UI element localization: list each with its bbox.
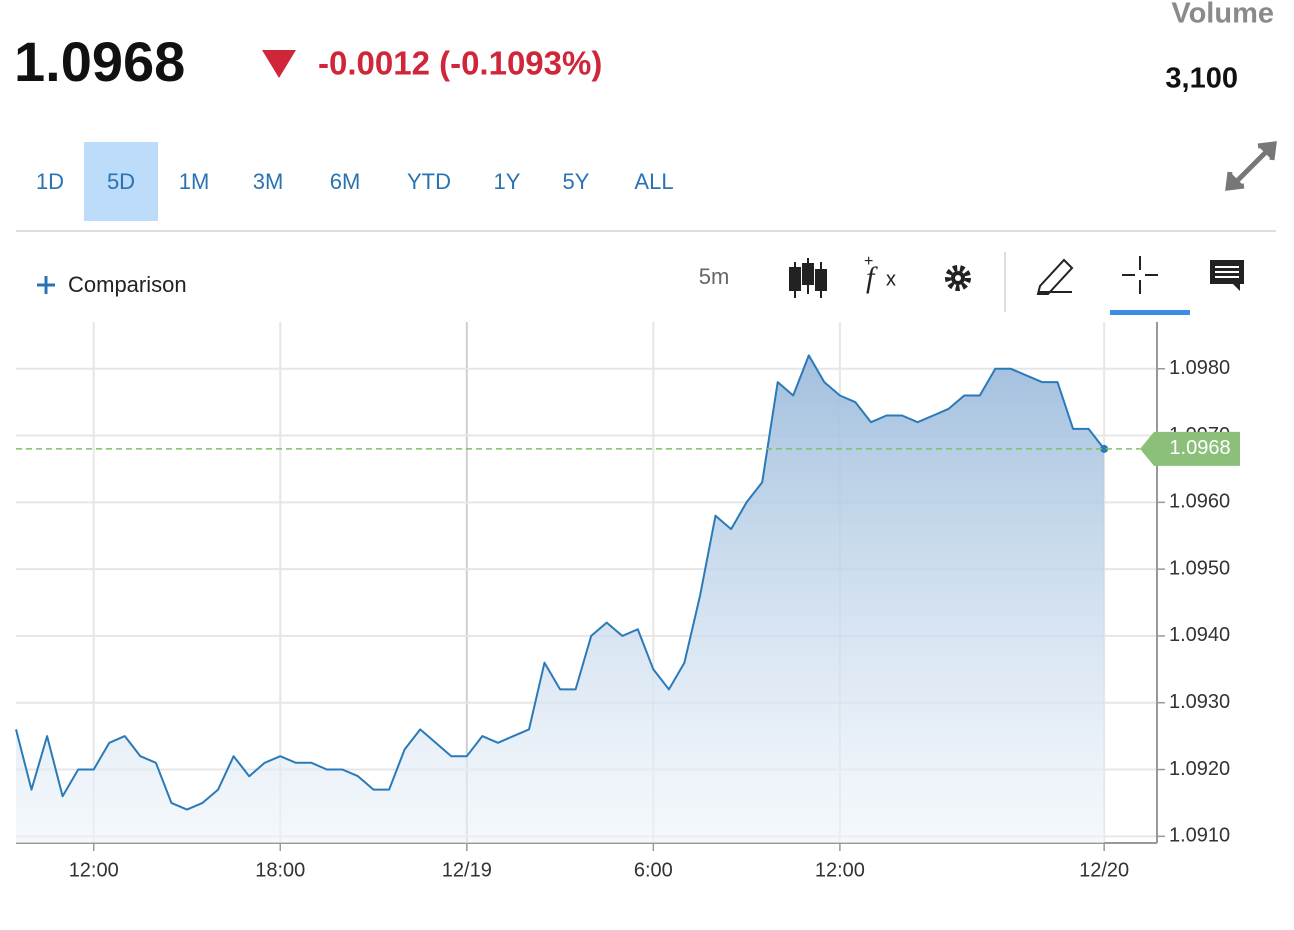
x-tick-label: 12/19 — [442, 859, 492, 881]
chart: 12:00 18:00 12/19 6:00 12:00 12/20 1.0910 1.092… — [15, 322, 1240, 881]
range-tab[interactable]: 1D — [36, 169, 64, 194]
crosshair-icon[interactable] — [1122, 256, 1158, 294]
range-tab[interactable]: 1Y — [494, 169, 521, 194]
last-point — [1100, 444, 1109, 453]
svg-text:f: f — [866, 261, 878, 294]
price-line — [15, 354, 1105, 811]
volume-label: Volume — [1171, 0, 1274, 30]
range-tabs: 1D 5D 1M 3M 6M YTD 1Y 5Y ALL — [36, 142, 674, 221]
y-tick-label: 1.0940 — [1169, 624, 1230, 646]
x-tick-label: 12:00 — [815, 859, 865, 881]
down-arrow — [262, 50, 296, 78]
y-tick-label: 1.0980 — [1169, 357, 1230, 379]
y-tick-label: 1.0960 — [1169, 491, 1230, 513]
last-value-badge — [1140, 431, 1240, 466]
y-tick-label: 1.0950 — [1169, 557, 1230, 579]
candle-icon[interactable] — [789, 258, 827, 298]
indicator-icon[interactable]: + f x — [864, 253, 896, 294]
range-tab[interactable]: YTD — [407, 169, 451, 194]
range-tab[interactable]: 3M — [253, 169, 284, 194]
x-tick-label: 12/20 — [1079, 859, 1129, 881]
svg-text:x: x — [886, 268, 896, 290]
x-tick-label: 18:00 — [255, 859, 305, 881]
range-tab[interactable]: 6M — [330, 169, 361, 194]
price-change: -0.0012 (-0.1093%) — [318, 45, 602, 82]
expand-icon[interactable] — [1225, 141, 1277, 191]
y-tick-label: 1.0930 — [1169, 691, 1230, 713]
comparison-label: Comparison — [68, 272, 187, 297]
last-value-label: 1.0968 — [1169, 437, 1230, 459]
y-tick-label: 1.0920 — [1169, 758, 1230, 780]
x-tick-label: 12:00 — [69, 859, 119, 881]
volume-value: 3,100 — [1165, 63, 1238, 95]
active-tab — [84, 142, 158, 221]
active-tool-underline — [1110, 310, 1190, 315]
range-tab[interactable]: 1M — [179, 169, 210, 194]
range-tab[interactable]: 5D — [107, 169, 135, 194]
range-tab[interactable]: ALL — [634, 169, 673, 194]
area — [16, 355, 1105, 843]
comment-icon[interactable] — [1210, 260, 1244, 291]
y-tick-label: 1.0910 — [1169, 825, 1230, 847]
svg-text:+: + — [864, 253, 873, 270]
draw-icon[interactable] — [1036, 258, 1074, 295]
comparison-button[interactable]: Comparison — [37, 272, 187, 297]
price: 1.0968 — [14, 30, 185, 93]
interval-button[interactable]: 5m — [699, 264, 730, 289]
range-tab[interactable]: 5Y — [563, 169, 590, 194]
settings-icon[interactable] — [945, 265, 971, 291]
x-tick-label: 6:00 — [634, 859, 673, 881]
